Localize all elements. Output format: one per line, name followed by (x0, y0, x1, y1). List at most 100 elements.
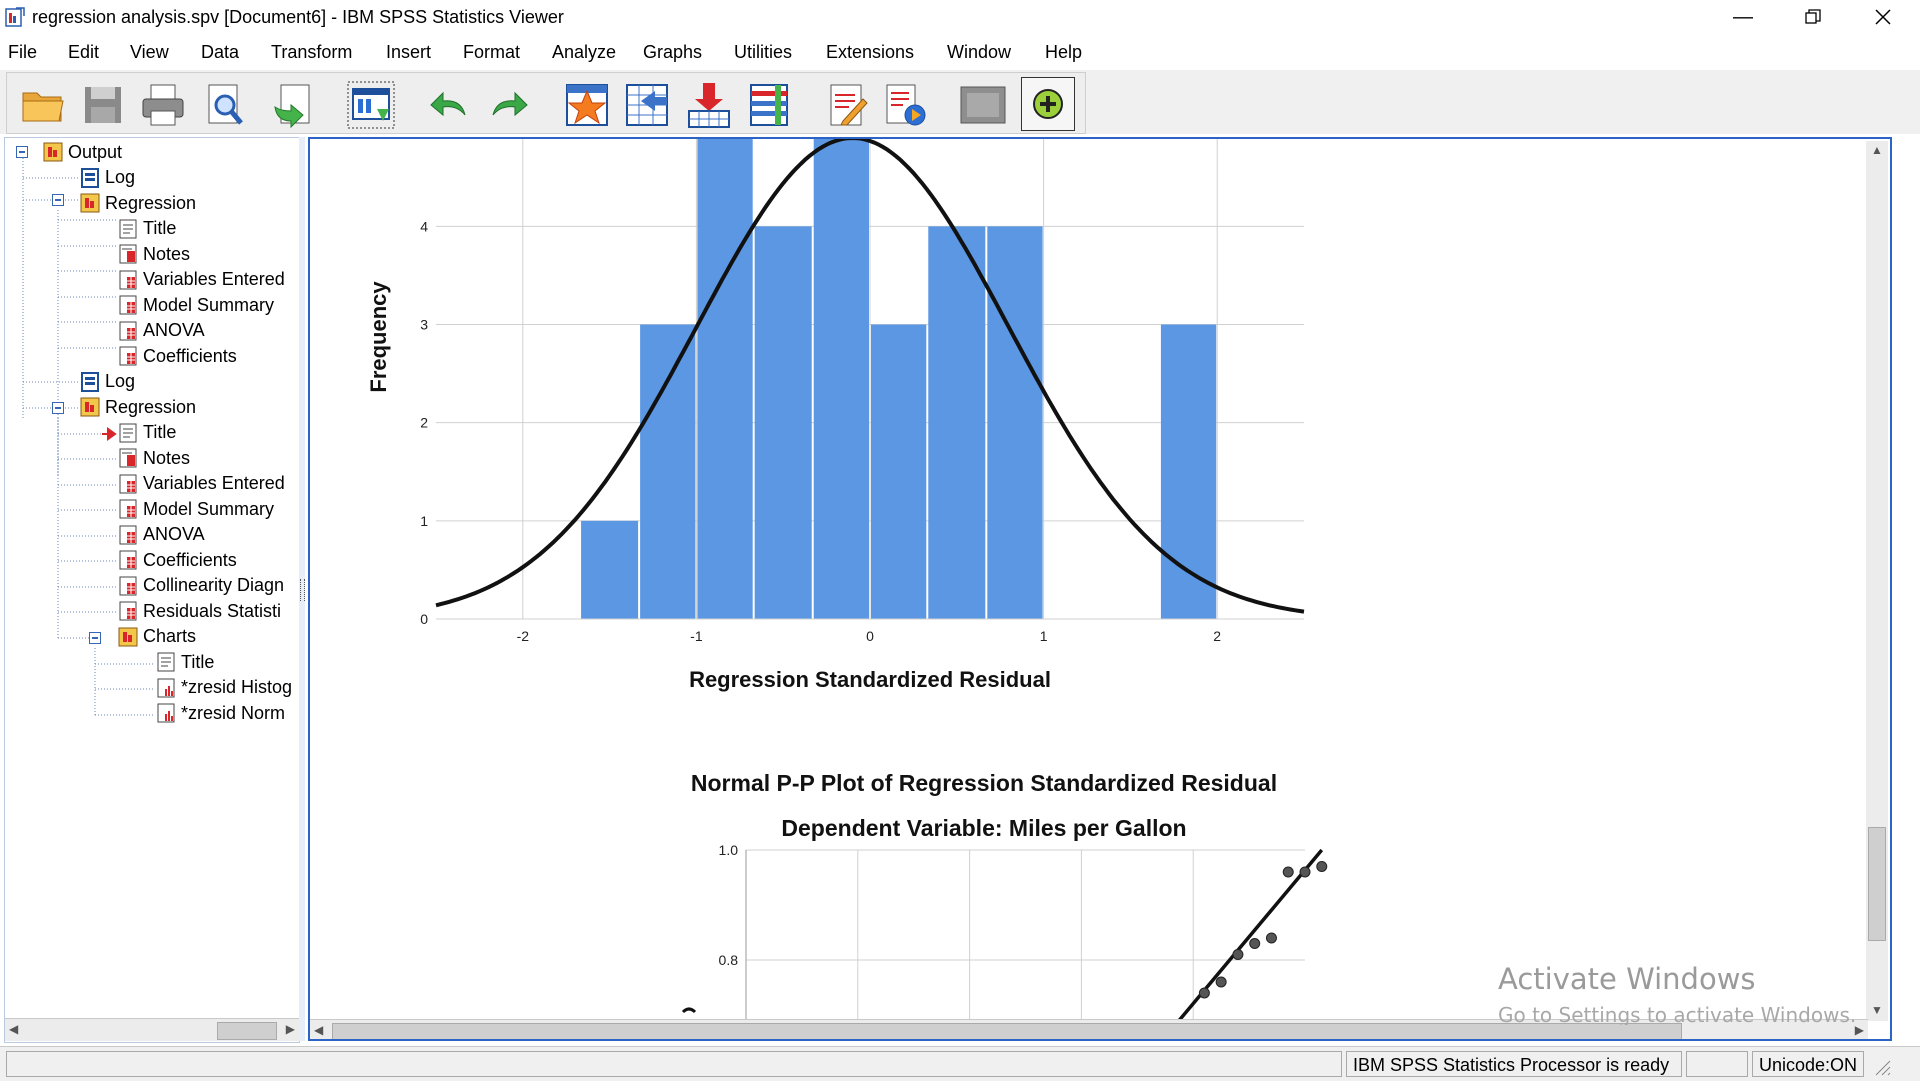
tree-item[interactable]: Residuals Statisti (117, 600, 281, 622)
table-icon (119, 346, 137, 366)
menu-extensions[interactable]: Extensions (826, 42, 915, 62)
menu-transform[interactable]: Transform (271, 42, 353, 62)
tree-item[interactable]: Variables Entered (117, 269, 285, 291)
tree-item[interactable]: Title (117, 422, 176, 444)
tree-item[interactable]: Log (79, 167, 135, 189)
histogram-y-tick-label: 0 (420, 611, 428, 627)
tree-item[interactable]: Model Summary (117, 498, 274, 520)
print-preview-icon[interactable] (201, 81, 249, 129)
menu-edit[interactable]: Edit (68, 42, 100, 62)
restore-button[interactable] (1780, 0, 1846, 34)
tree-item-label: Variables Entered (143, 473, 285, 493)
content-scroll-right-icon[interactable]: ▶ (1854, 1023, 1864, 1037)
tree-item[interactable]: Coefficients (117, 345, 237, 367)
tree-item[interactable]: Log (79, 371, 135, 393)
histogram-bar (871, 324, 927, 619)
folder-icon (80, 193, 100, 213)
tree-item-label: Title (181, 651, 215, 672)
minimize-button[interactable]: — (1710, 0, 1776, 34)
title-icon (119, 219, 137, 238)
pp-y-axis-label-fragment (681, 1007, 697, 1014)
menu-help[interactable]: Help (1045, 42, 1083, 62)
histogram-x-tick-label: 0 (866, 628, 874, 644)
pp-plot-point (1198, 987, 1210, 999)
select-cases-icon[interactable] (745, 81, 793, 129)
pp-y-tick-label: 0.8 (719, 952, 739, 968)
hide-icon[interactable] (959, 81, 1007, 129)
tree-item[interactable]: Variables Entered (117, 473, 285, 495)
pane-splitter[interactable] (299, 137, 305, 1041)
menu-insert[interactable]: Insert (386, 42, 432, 62)
tree-item[interactable]: *zresid Norm (155, 702, 285, 724)
tree-item[interactable]: Coefficients (117, 549, 237, 571)
tree-collapse-regression-1[interactable] (52, 194, 64, 206)
tree-item-label: Regression (105, 396, 197, 417)
resize-grip-icon[interactable] (1870, 1055, 1892, 1077)
tree-item[interactable]: Model Summary (117, 294, 274, 316)
tree-item[interactable]: Output (42, 141, 122, 163)
scroll-up-icon[interactable]: ▲ (1871, 143, 1883, 157)
tree-collapse-output[interactable] (16, 146, 28, 158)
scroll-left-icon[interactable]: ◀ (9, 1022, 19, 1036)
tree-item[interactable]: Charts (117, 626, 196, 648)
tree-item[interactable]: *zresid Histog (155, 677, 292, 699)
pp-plot-subtitle: Dependent Variable: Miles per Gallon (781, 815, 1186, 841)
close-icon (1875, 9, 1891, 25)
menu-utilities[interactable]: Utilities (734, 42, 793, 62)
content-scroll-left-icon[interactable]: ◀ (314, 1023, 324, 1037)
export-icon[interactable] (269, 81, 317, 129)
menu-file[interactable]: File (8, 42, 38, 62)
scroll-right-icon[interactable]: ▶ (285, 1022, 295, 1036)
tree-item[interactable]: Notes (117, 447, 190, 469)
designated-window-icon[interactable] (347, 81, 395, 129)
pp-plot-area (746, 850, 1305, 1019)
tree-item[interactable]: ANOVA (117, 320, 205, 342)
redo-icon[interactable] (485, 81, 533, 129)
normal-curve-line (435, 139, 1305, 614)
tree-item-label: Coefficients (143, 345, 237, 366)
menu-data[interactable]: Data (201, 42, 240, 62)
output-content-pane: -2 -1 0 1 2 0 1 2 3 4 Regression Standardized Resi… (308, 137, 1892, 1041)
goto-case-icon[interactable] (623, 81, 671, 129)
tree-item[interactable]: Title (155, 651, 214, 673)
content-hscroll-thumb[interactable] (332, 1023, 1682, 1039)
tree-item[interactable]: Regression (79, 192, 196, 214)
open-folder-icon[interactable] (19, 81, 67, 129)
content-scroll-thumb[interactable] (1868, 827, 1886, 941)
tree-collapse-charts[interactable] (89, 632, 101, 644)
scroll-down-icon[interactable]: ▼ (1871, 1003, 1883, 1017)
tree-item[interactable]: Collinearity Diagn (117, 575, 284, 597)
menu-analyze[interactable]: Analyze (552, 42, 617, 62)
toolbar (0, 70, 1920, 134)
content-horizontal-scrollbar[interactable]: ◀ ▶ (310, 1019, 1868, 1039)
chart-icon (157, 678, 175, 697)
menu-window[interactable]: Window (947, 42, 1012, 62)
unicode-status: Unicode:ON (1752, 1051, 1864, 1077)
chart-icon (157, 703, 175, 723)
histogram-bar (813, 139, 869, 620)
content-vertical-scrollbar[interactable]: ▲ ▼ (1866, 141, 1888, 1021)
close-button[interactable] (1850, 0, 1916, 34)
outline-pane: Output Log Regression Title Notes Variables E… (4, 137, 300, 1043)
tree-item[interactable]: ANOVA (117, 524, 205, 546)
script-icon[interactable] (881, 81, 929, 129)
goto-data-icon[interactable] (563, 81, 611, 129)
outline-horizontal-scrollbar[interactable]: ◀ ▶ (5, 1018, 299, 1041)
menu-view[interactable]: View (130, 42, 169, 62)
menu-graphs[interactable]: Graphs (643, 42, 703, 62)
tree-collapse-regression-2[interactable] (52, 402, 64, 414)
undo-icon[interactable] (425, 81, 473, 129)
add-designated-button[interactable] (1021, 77, 1075, 131)
outline-scroll-thumb[interactable] (217, 1022, 277, 1040)
tree-item[interactable]: Notes (117, 243, 190, 265)
tree-item-label: Title (143, 218, 177, 238)
insert-output-icon[interactable] (823, 81, 871, 129)
menu-format[interactable]: Format (463, 42, 521, 62)
tree-item[interactable]: Title (117, 218, 176, 240)
save-icon[interactable] (79, 81, 127, 129)
insert-variable-icon[interactable] (685, 81, 733, 129)
menu-bar: File Edit View Data Transform Insert For… (0, 34, 1920, 71)
print-icon[interactable] (139, 81, 187, 129)
tree-item[interactable]: Regression (79, 396, 196, 418)
tree-item-label: Variables Entered (143, 269, 285, 289)
